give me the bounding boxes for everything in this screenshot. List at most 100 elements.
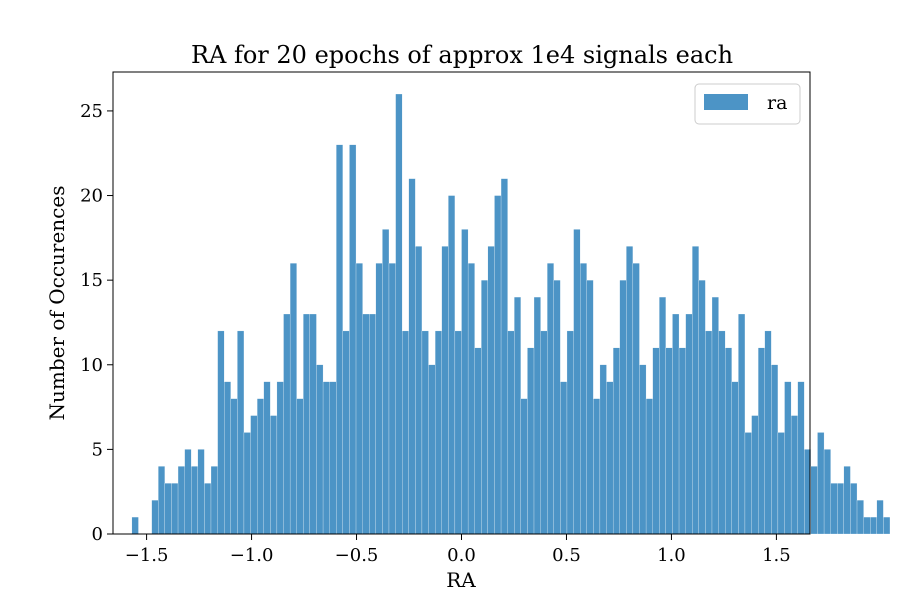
- histogram-bar: [593, 398, 601, 535]
- histogram-bar: [652, 347, 660, 535]
- histogram-bar: [632, 263, 640, 535]
- histogram-bar: [692, 246, 699, 535]
- histogram-bar: [487, 246, 495, 535]
- histogram-bar: [362, 313, 370, 535]
- histogram-bar: [342, 330, 350, 535]
- histogram-bar: [217, 330, 225, 535]
- histogram-bar: [586, 280, 594, 535]
- x-axis-label: RA: [446, 568, 476, 592]
- histogram-bar: [329, 381, 337, 535]
- histogram-bar: [540, 330, 548, 535]
- histogram-bar: [850, 483, 858, 535]
- histogram-bar: [830, 483, 838, 535]
- histogram-bar: [270, 415, 278, 535]
- histogram-bar: [395, 93, 403, 535]
- histogram-bar: [711, 296, 719, 535]
- histogram-bar: [843, 466, 851, 535]
- histogram-bar: [533, 296, 541, 535]
- histogram-bar: [283, 313, 291, 535]
- x-tick-label: 0.0: [447, 545, 476, 566]
- histogram-bar: [250, 415, 258, 535]
- histogram-bar: [580, 263, 587, 535]
- histogram-bar: [731, 381, 739, 535]
- histogram-bar: [435, 330, 442, 535]
- histogram-bar: [481, 280, 488, 535]
- histogram-bar: [856, 500, 864, 535]
- plot-frame: [112, 71, 811, 535]
- histogram-bar: [751, 415, 759, 535]
- histogram-bar: [870, 516, 877, 535]
- histogram-bar: [514, 296, 521, 535]
- histogram-bar: [224, 381, 231, 535]
- legend: ra: [694, 83, 801, 125]
- histogram-bar: [639, 364, 647, 535]
- histogram-bar: [520, 398, 528, 535]
- histogram-bar: [230, 398, 238, 535]
- y-tick-label: 10: [80, 355, 103, 376]
- histogram-bar: [421, 330, 429, 535]
- histogram-bar: [797, 381, 805, 535]
- histogram-bar: [197, 449, 205, 535]
- histogram-bar: [764, 330, 772, 535]
- histogram-bar: [402, 330, 409, 535]
- histogram-bar: [560, 381, 568, 535]
- histogram-bar: [883, 516, 891, 535]
- x-tick-label: −0.5: [335, 545, 379, 566]
- histogram-bar: [705, 330, 713, 535]
- histogram-bar: [158, 466, 165, 535]
- histogram-bar: [322, 381, 330, 535]
- histogram-bar: [672, 313, 680, 535]
- histogram-bar: [553, 280, 561, 535]
- histogram-bar: [204, 483, 212, 535]
- histogram-bar: [263, 381, 271, 535]
- histogram-bar: [303, 313, 311, 535]
- histogram-bar: [428, 364, 436, 535]
- histogram-bar: [863, 516, 871, 535]
- x-tick-label: 0.5: [552, 545, 581, 566]
- histogram-bar: [678, 347, 686, 535]
- legend-swatch-ra: [704, 94, 748, 110]
- x-tick-label: 1.5: [762, 545, 791, 566]
- histogram-bar: [606, 381, 614, 535]
- histogram-bar: [777, 432, 785, 535]
- histogram-bar: [599, 364, 607, 535]
- histogram-bar: [547, 263, 554, 535]
- histogram-bar: [665, 347, 673, 535]
- histogram-bar: [177, 466, 185, 535]
- histogram-bar: [415, 246, 423, 535]
- histogram-bar: [823, 449, 831, 535]
- histogram-bar: [494, 195, 502, 535]
- histogram-bar: [316, 364, 324, 535]
- histogram-bar: [784, 381, 792, 535]
- chart-title: RA for 20 epochs of approx 1e4 signals e…: [191, 41, 733, 69]
- x-axis-ticks: −1.5 −1.0 −0.5 0.0 0.5 1.0 1.5: [125, 534, 791, 566]
- y-axis-ticks: 0 5 10 15 20 25: [80, 101, 113, 545]
- histogram-bar: [164, 483, 172, 535]
- histogram-bar: [698, 280, 706, 535]
- histogram-bar: [171, 483, 179, 535]
- histogram-bar: [725, 347, 732, 535]
- histogram-bar: [659, 296, 666, 535]
- histogram-bar: [382, 229, 390, 535]
- histogram-bar: [474, 347, 482, 535]
- histogram-bar: [441, 246, 449, 535]
- histogram-bar: [336, 144, 343, 535]
- y-tick-label: 15: [80, 270, 103, 291]
- histogram-bar: [619, 280, 627, 535]
- histogram-bar: [151, 500, 159, 535]
- histogram-bar: [243, 432, 251, 535]
- histogram-bar: [375, 263, 383, 535]
- histogram-bar: [349, 144, 357, 535]
- histogram-bar: [500, 178, 508, 535]
- histogram-bar: [454, 330, 462, 535]
- histogram-bar: [408, 178, 416, 535]
- x-tick-label: −1.5: [125, 545, 169, 566]
- y-tick-label: 5: [92, 439, 103, 460]
- histogram-bar: [876, 500, 884, 535]
- histogram-bar: [573, 229, 581, 535]
- histogram-bar: [448, 195, 456, 535]
- histogram-bar: [369, 313, 376, 535]
- histogram-bar: [527, 347, 535, 535]
- histogram-bar: [790, 415, 798, 535]
